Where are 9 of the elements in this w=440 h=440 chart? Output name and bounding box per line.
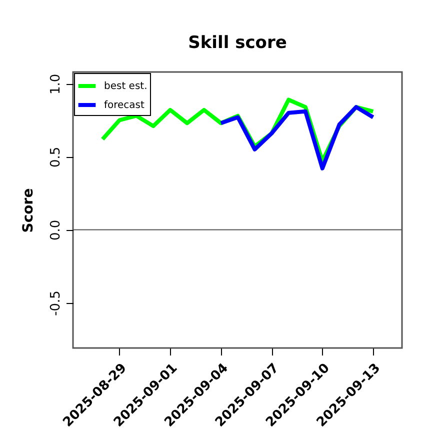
legend-label: forecast: [104, 100, 145, 111]
y-tick-label: 0.5: [48, 146, 64, 168]
y-axis-title: Score: [20, 188, 36, 233]
chart-title: Skill score: [188, 33, 287, 53]
line-series: [218, 105, 376, 170]
y-tick-label: 1.0: [48, 74, 64, 95]
legend-label: best est.: [104, 81, 148, 92]
y-tick-label: 0.0: [48, 220, 64, 241]
y-tick-label: -0.5: [48, 290, 64, 316]
